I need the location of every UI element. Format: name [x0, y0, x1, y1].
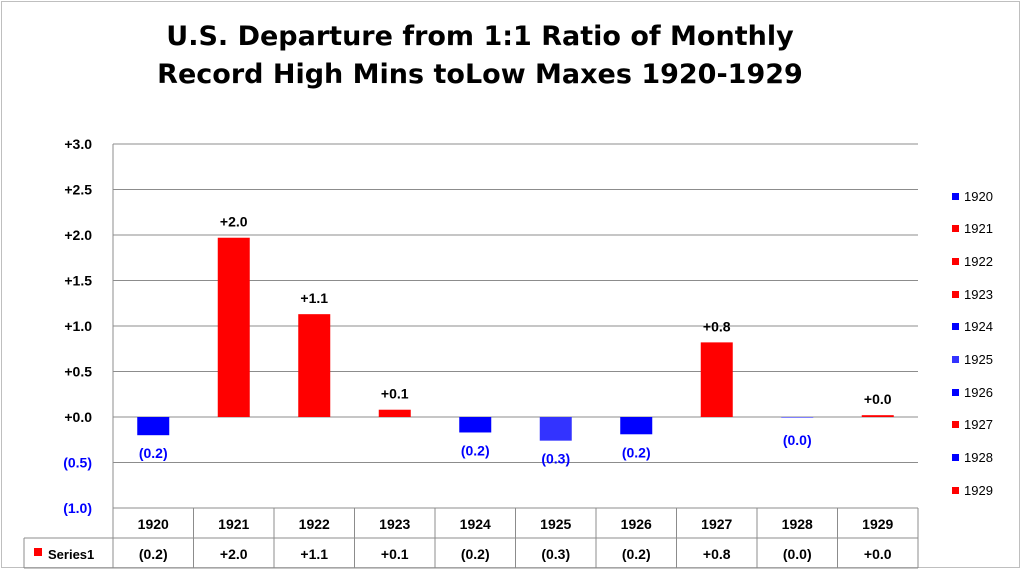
table-value: (0.2) [461, 546, 490, 562]
legend-item: 1920 [952, 187, 993, 205]
x-tick-label: 1929 [862, 516, 893, 532]
table-value: (0.3) [541, 546, 570, 562]
data-label: (0.0) [783, 432, 812, 448]
x-tick-label: 1921 [218, 516, 249, 532]
table-value: (0.2) [139, 546, 168, 562]
legend-label: 1925 [964, 352, 993, 367]
legend-item: 1923 [952, 285, 993, 303]
chart-title: U.S. Departure from 1:1 Ratio of Monthly… [80, 18, 880, 94]
bar [459, 417, 492, 433]
legend-swatch [952, 290, 959, 298]
series-name: Series1 [48, 547, 94, 562]
table-value: +1.1 [300, 546, 328, 562]
y-tick-label: +1.5 [64, 273, 92, 289]
y-tick-label: (0.5) [63, 455, 92, 471]
bar [781, 417, 814, 418]
legend-item: 1924 [952, 318, 993, 336]
legend-item: 1927 [952, 416, 993, 434]
y-tick-label: +0.5 [64, 364, 92, 380]
data-label: (0.2) [622, 444, 651, 460]
bar [539, 417, 572, 441]
bar [217, 237, 250, 417]
table-value: (0.2) [622, 546, 651, 562]
data-label: +0.0 [864, 391, 892, 407]
x-tick-label: 1922 [299, 516, 330, 532]
legend-swatch [952, 421, 959, 429]
legend-label: 1923 [964, 286, 993, 302]
chart-title-line-2: Record High Mins toLow Maxes 1920-1929 [157, 59, 803, 90]
legend-label: 1922 [964, 253, 993, 269]
data-label: (0.2) [139, 445, 168, 461]
legend-swatch [952, 388, 959, 396]
legend-item: 1928 [952, 449, 993, 467]
y-tick-label: +1.0 [64, 318, 92, 334]
legend-item: 1922 [952, 252, 993, 270]
bar [861, 415, 894, 417]
legend-swatch [952, 356, 959, 363]
legend-label: 1924 [964, 319, 993, 335]
table-value: +2.0 [220, 546, 248, 562]
data-label: +2.0 [220, 214, 248, 230]
legend-label: 1929 [964, 482, 993, 498]
legend-label: 1927 [964, 417, 993, 433]
data-label: (0.3) [541, 451, 570, 467]
legend-item: 1925 [952, 351, 993, 369]
x-tick-label: 1927 [701, 516, 732, 532]
y-tick-label: +2.0 [64, 227, 92, 243]
bar [137, 417, 170, 436]
legend-label: 1920 [964, 188, 993, 204]
x-tick-label: 1926 [621, 516, 652, 532]
table-value: +0.0 [864, 546, 892, 562]
legend-swatch [952, 486, 959, 494]
table-value: +0.1 [381, 546, 409, 562]
data-label: +1.1 [300, 290, 328, 306]
table-value: +0.8 [703, 546, 731, 562]
series-key-swatch [34, 548, 42, 556]
legend-swatch [952, 225, 959, 233]
bar [298, 314, 331, 417]
x-tick-label: 1928 [782, 516, 813, 532]
legend-label: 1928 [964, 450, 993, 466]
bar [700, 342, 733, 417]
legend-item: 1926 [952, 383, 993, 401]
legend-item: 1921 [952, 220, 993, 238]
table-value: (0.0) [783, 546, 812, 562]
y-tick-label: (1.0) [63, 500, 92, 516]
x-tick-label: 1920 [138, 516, 169, 532]
legend-swatch [952, 257, 959, 265]
x-tick-label: 1925 [540, 516, 571, 532]
legend-swatch [952, 454, 959, 462]
bar [620, 417, 653, 435]
x-tick-label: 1924 [460, 516, 491, 532]
bar [378, 409, 411, 417]
data-label: +0.1 [381, 386, 409, 402]
legend-item: 1929 [952, 481, 993, 499]
legend-swatch [952, 192, 959, 200]
y-tick-label: +0.0 [64, 409, 92, 425]
data-label: +0.8 [703, 318, 731, 334]
legend-swatch [952, 323, 959, 331]
chart-title-line-1: U.S. Departure from 1:1 Ratio of Monthly [166, 21, 794, 52]
legend-label: 1921 [964, 221, 993, 237]
data-label: (0.2) [461, 442, 490, 458]
y-tick-label: +3.0 [64, 136, 92, 152]
y-tick-label: +2.5 [64, 182, 92, 198]
legend-label: 1926 [964, 384, 993, 400]
x-tick-label: 1923 [379, 516, 410, 532]
